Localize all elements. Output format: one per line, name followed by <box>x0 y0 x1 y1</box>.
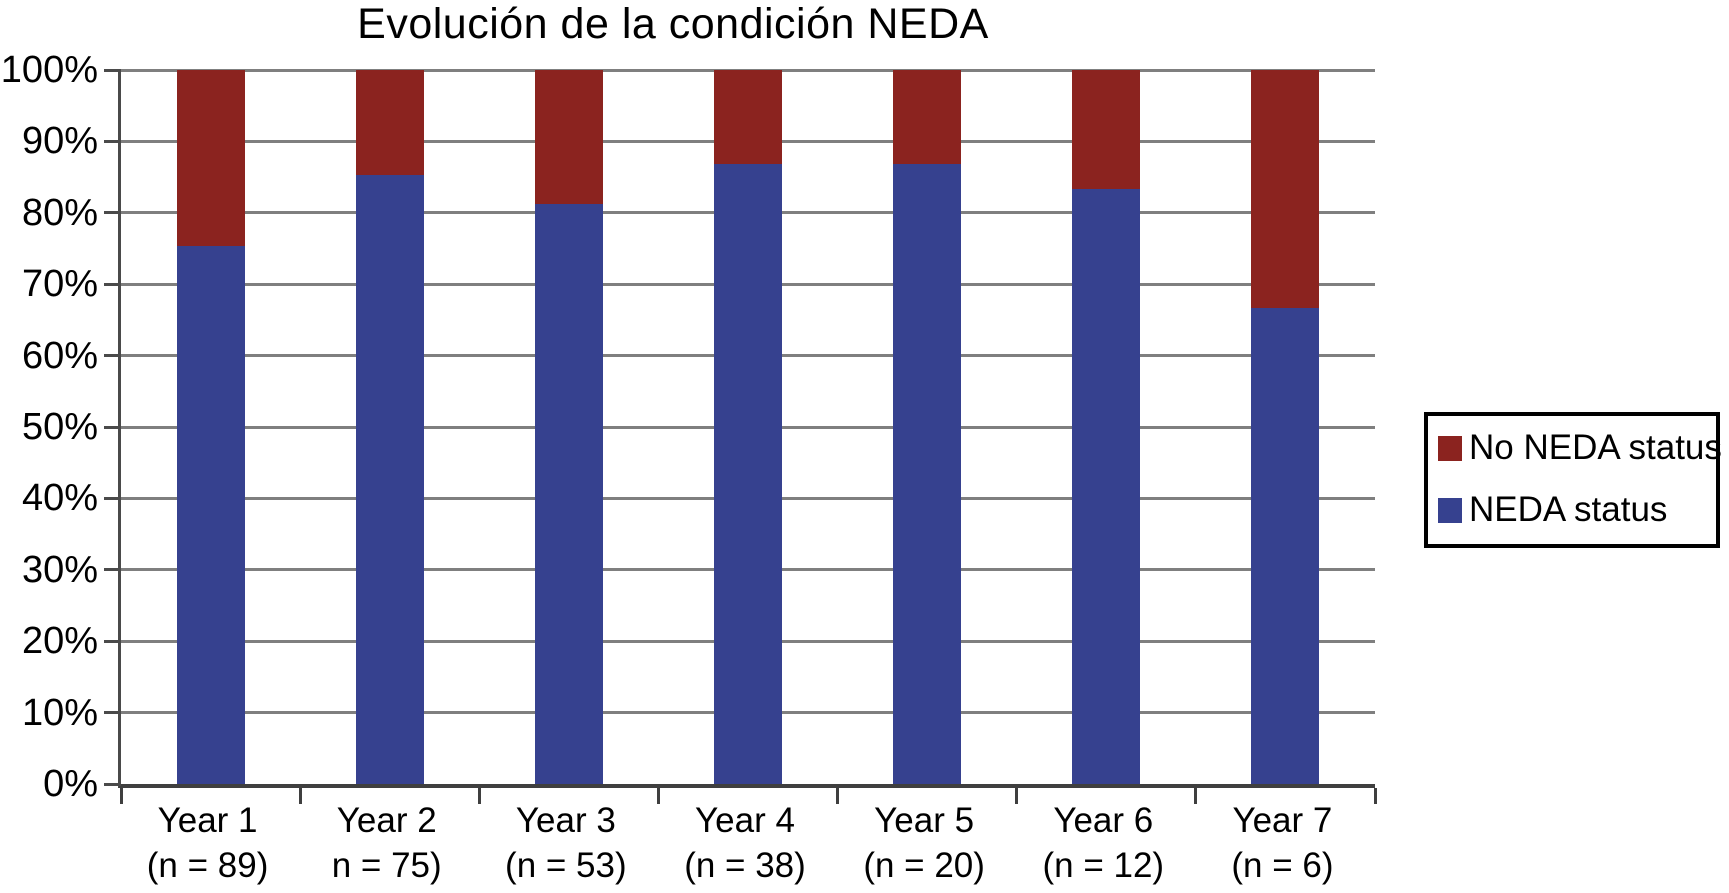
x-axis-tick <box>836 788 840 804</box>
y-axis-tick <box>104 568 121 572</box>
x-category-name: Year 3 <box>515 801 616 840</box>
y-tick-label: 30% <box>21 548 98 591</box>
y-axis-tick <box>104 425 121 429</box>
x-category-label: Year 1 (n = 89) <box>118 798 297 888</box>
x-category-n: (n = 38) <box>684 846 806 885</box>
x-category-n: (n = 6) <box>1231 846 1334 885</box>
bar-segment-neda <box>1251 307 1320 784</box>
bar-year-4 <box>714 70 782 784</box>
x-axis-tick <box>477 788 481 804</box>
legend-item: No NEDA status <box>1438 428 1722 468</box>
x-category-n: n = 75) <box>331 846 442 885</box>
y-tick-label: 20% <box>21 620 98 663</box>
x-category-label: Year 7 (n = 6) <box>1193 798 1372 888</box>
bar-segment-no-neda <box>534 70 603 204</box>
y-tick-label: 90% <box>21 120 98 163</box>
x-axis-tick <box>656 788 660 804</box>
y-axis-tick <box>104 782 121 786</box>
bar-year-1 <box>176 70 245 784</box>
y-axis-tick <box>104 496 121 500</box>
bar-segment-no-neda <box>355 70 424 175</box>
y-axis-tick <box>104 68 121 72</box>
y-tick-label: 0% <box>43 763 98 805</box>
bar-segment-neda <box>1072 189 1141 784</box>
bar-segment-neda <box>714 164 782 784</box>
x-category-label: Year 6 (n = 12) <box>1014 798 1193 888</box>
x-axis-tick <box>1015 788 1019 804</box>
bar-year-6 <box>1072 70 1141 784</box>
bar-segment-no-neda <box>714 70 782 165</box>
y-axis-tick <box>104 211 121 215</box>
x-category-name: Year 6 <box>1053 801 1154 840</box>
bar-segment-no-neda <box>1251 70 1320 308</box>
y-tick-label: 60% <box>21 334 98 377</box>
y-axis-tick <box>104 354 121 358</box>
y-axis-labels: 0% 10% 20% 30% 40% 50% 60% 70% 80% 90% 100% <box>0 50 98 804</box>
x-category-name: Year 4 <box>695 801 795 840</box>
bar-segment-neda <box>176 246 245 784</box>
x-category-name: Year 2 <box>336 801 437 840</box>
x-category-label: Year 3 (n = 53) <box>476 798 655 888</box>
bar-segment-neda <box>534 203 603 784</box>
plot-area <box>104 68 1377 804</box>
x-category-name: Year 1 <box>157 801 258 840</box>
y-axis-tick <box>104 711 121 715</box>
y-tick-label: 50% <box>21 406 98 448</box>
y-axis-tick <box>104 282 121 286</box>
legend-swatch <box>1438 435 1462 461</box>
bar-year-2 <box>355 70 424 784</box>
legend-label: No NEDA status <box>1469 428 1722 467</box>
x-axis-labels: Year 1 (n = 89) Year 2 n = 75) Year 3 (n = 53… <box>118 798 1372 893</box>
bar-year-3 <box>534 70 603 784</box>
legend-item: NEDA status <box>1438 490 1706 530</box>
y-tick-label: 10% <box>21 691 98 734</box>
y-axis-tick <box>104 639 121 643</box>
y-tick-label: 40% <box>21 477 98 520</box>
x-category-label: Year 4 (n = 38) <box>655 798 834 888</box>
y-tick-label: 100% <box>0 49 98 91</box>
bar-segment-no-neda <box>176 70 245 247</box>
x-axis-tick <box>119 788 123 804</box>
x-category-label: Year 5 (n = 20) <box>835 798 1014 888</box>
x-category-n: (n = 12) <box>1042 846 1165 885</box>
bar-year-5 <box>893 70 962 784</box>
bar-year-7 <box>1251 70 1320 784</box>
y-tick-label: 80% <box>21 191 98 234</box>
bar-segment-neda <box>355 174 424 784</box>
legend: No NEDA status NEDA status <box>1424 412 1722 548</box>
x-category-n: (n = 20) <box>863 846 985 885</box>
legend-label: NEDA status <box>1469 490 1668 529</box>
x-category-name: Year 5 <box>874 801 975 840</box>
x-axis-tick <box>1194 788 1198 804</box>
x-axis-tick <box>298 788 302 804</box>
y-tick-label: 70% <box>21 263 98 306</box>
y-axis-tick <box>104 139 121 143</box>
bar-segment-neda <box>893 164 962 784</box>
chart-title: Evolución de la condición NEDA <box>357 0 989 48</box>
x-category-n: (n = 89) <box>146 846 269 885</box>
x-category-label: Year 2 n = 75) <box>297 798 476 888</box>
x-category-name: Year 7 <box>1232 801 1333 840</box>
legend-swatch <box>1438 497 1462 523</box>
bar-segment-no-neda <box>893 70 962 165</box>
x-axis-tick <box>1373 788 1377 804</box>
x-category-n: (n = 53) <box>505 846 627 885</box>
bar-segment-no-neda <box>1072 70 1141 190</box>
